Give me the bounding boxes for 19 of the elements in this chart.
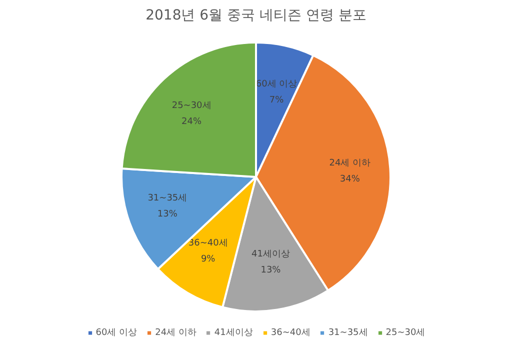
data-label: 13% [260,265,282,276]
data-label: 13% [157,209,178,220]
data-label: 34% [340,174,360,185]
slice-label: 41세이상 [252,249,290,260]
legend-label: 60세 이상 [96,327,138,339]
data-label: 24% [182,116,202,127]
data-label: 9% [200,254,216,264]
slice-label: 60세 이상 [256,79,298,90]
legend-label: 31~35세 [328,327,368,339]
chart-title: 2018년 6월 중국 네티즌 연령 분포 [146,8,366,24]
slice-label: 24세 이하 [329,158,371,169]
legend-label: 25~30세 [386,327,426,339]
slice-label: 31~35세 [148,193,188,204]
legend-label: 36~40세 [270,327,310,339]
legend-label: 41세이상 [214,327,253,339]
legend-label: 24세 이하 [155,327,196,339]
slice-label: 36~40세 [188,238,228,248]
data-label: 7% [269,95,284,106]
slice-label: 25~30세 [172,100,212,111]
